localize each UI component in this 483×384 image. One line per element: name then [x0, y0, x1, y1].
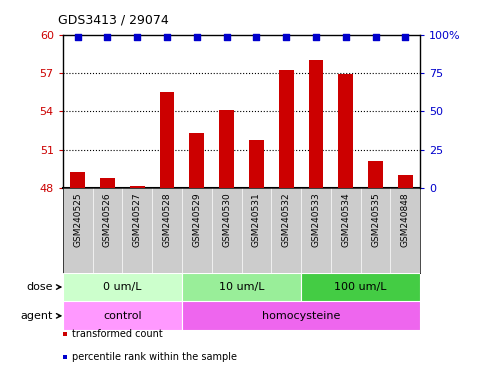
Text: control: control [103, 311, 142, 321]
Point [163, 34, 171, 40]
Text: 10 um/L: 10 um/L [219, 282, 264, 292]
Point [401, 34, 409, 40]
Text: dose: dose [27, 282, 53, 292]
Bar [249, 139, 264, 188]
Text: GSM240532: GSM240532 [282, 192, 291, 247]
Bar [398, 175, 413, 188]
Bar [159, 92, 174, 188]
Text: GSM240535: GSM240535 [371, 192, 380, 247]
Bar [70, 172, 85, 188]
Point [282, 34, 290, 40]
Text: homocysteine: homocysteine [262, 311, 340, 321]
Bar [338, 74, 353, 188]
Text: transformed count: transformed count [72, 329, 163, 339]
Bar [309, 60, 324, 188]
Bar [63, 301, 182, 330]
Text: GDS3413 / 29074: GDS3413 / 29074 [58, 14, 169, 27]
Bar [182, 301, 420, 330]
Text: GSM240533: GSM240533 [312, 192, 320, 247]
Text: GSM240530: GSM240530 [222, 192, 231, 247]
Text: GSM240529: GSM240529 [192, 192, 201, 247]
Text: GSM240534: GSM240534 [341, 192, 350, 247]
Point [193, 34, 201, 40]
Bar [182, 273, 301, 301]
Point [253, 34, 260, 40]
Point [223, 34, 230, 40]
Point [74, 34, 82, 40]
Point [342, 34, 350, 40]
Point [372, 34, 380, 40]
Bar [63, 273, 182, 301]
Point [133, 34, 141, 40]
Point [312, 34, 320, 40]
Text: GSM240531: GSM240531 [252, 192, 261, 247]
Text: agent: agent [21, 311, 53, 321]
Bar [219, 110, 234, 188]
Bar [279, 70, 294, 188]
Text: percentile rank within the sample: percentile rank within the sample [72, 352, 237, 362]
Text: GSM240848: GSM240848 [401, 192, 410, 247]
Bar [100, 178, 115, 188]
Bar [368, 161, 383, 188]
Point [104, 34, 112, 40]
Text: GSM240525: GSM240525 [73, 192, 82, 247]
Text: GSM240528: GSM240528 [163, 192, 171, 247]
Bar [130, 185, 145, 188]
Bar [189, 133, 204, 188]
Text: GSM240527: GSM240527 [133, 192, 142, 247]
Bar [301, 273, 420, 301]
Text: 100 um/L: 100 um/L [334, 282, 387, 292]
Text: 0 um/L: 0 um/L [103, 282, 142, 292]
Text: GSM240526: GSM240526 [103, 192, 112, 247]
